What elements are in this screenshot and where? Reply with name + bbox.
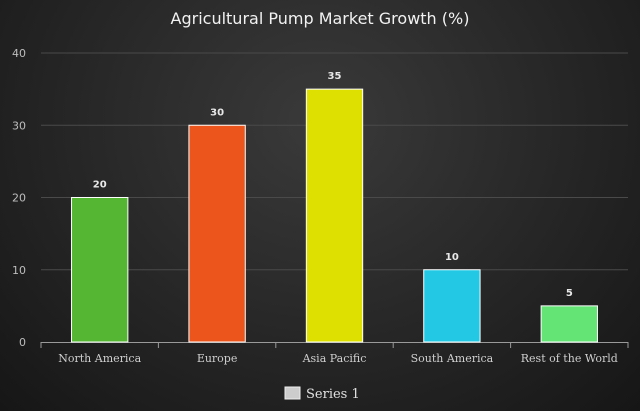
data-label: 35 (328, 71, 342, 82)
bar[interactable] (540, 305, 598, 343)
y-tick-label: 20 (12, 192, 26, 205)
bar[interactable] (71, 197, 129, 343)
bar[interactable] (423, 269, 481, 343)
x-tick-label: South America (411, 352, 494, 365)
legend[interactable]: Series 1 (284, 386, 360, 402)
data-label: 30 (210, 107, 224, 118)
x-tick-label: Europe (197, 352, 238, 365)
bar[interactable] (305, 88, 364, 343)
y-tick-label: 10 (12, 264, 26, 277)
chart-title: Agricultural Pump Market Growth (%) (171, 9, 470, 28)
x-tick-label: Rest of the World (521, 352, 618, 365)
data-label: 5 (566, 288, 573, 299)
x-tick-label: North America (58, 352, 141, 365)
data-label: 20 (93, 180, 107, 191)
y-tick-label: 40 (12, 47, 26, 60)
data-label: 10 (445, 252, 459, 263)
data-labels: 20 30 35 10 5 (93, 71, 573, 299)
legend-swatch[interactable] (284, 386, 301, 400)
axes: 0 10 20 30 40 North America Europe Asia Pacific… (12, 47, 629, 365)
bars (71, 88, 598, 343)
legend-label[interactable]: Series 1 (306, 387, 360, 402)
y-tick-label: 30 (12, 119, 26, 132)
x-tick-label: Asia Pacific (302, 352, 367, 365)
bar[interactable] (188, 124, 246, 343)
y-tick-label: 0 (19, 336, 26, 349)
